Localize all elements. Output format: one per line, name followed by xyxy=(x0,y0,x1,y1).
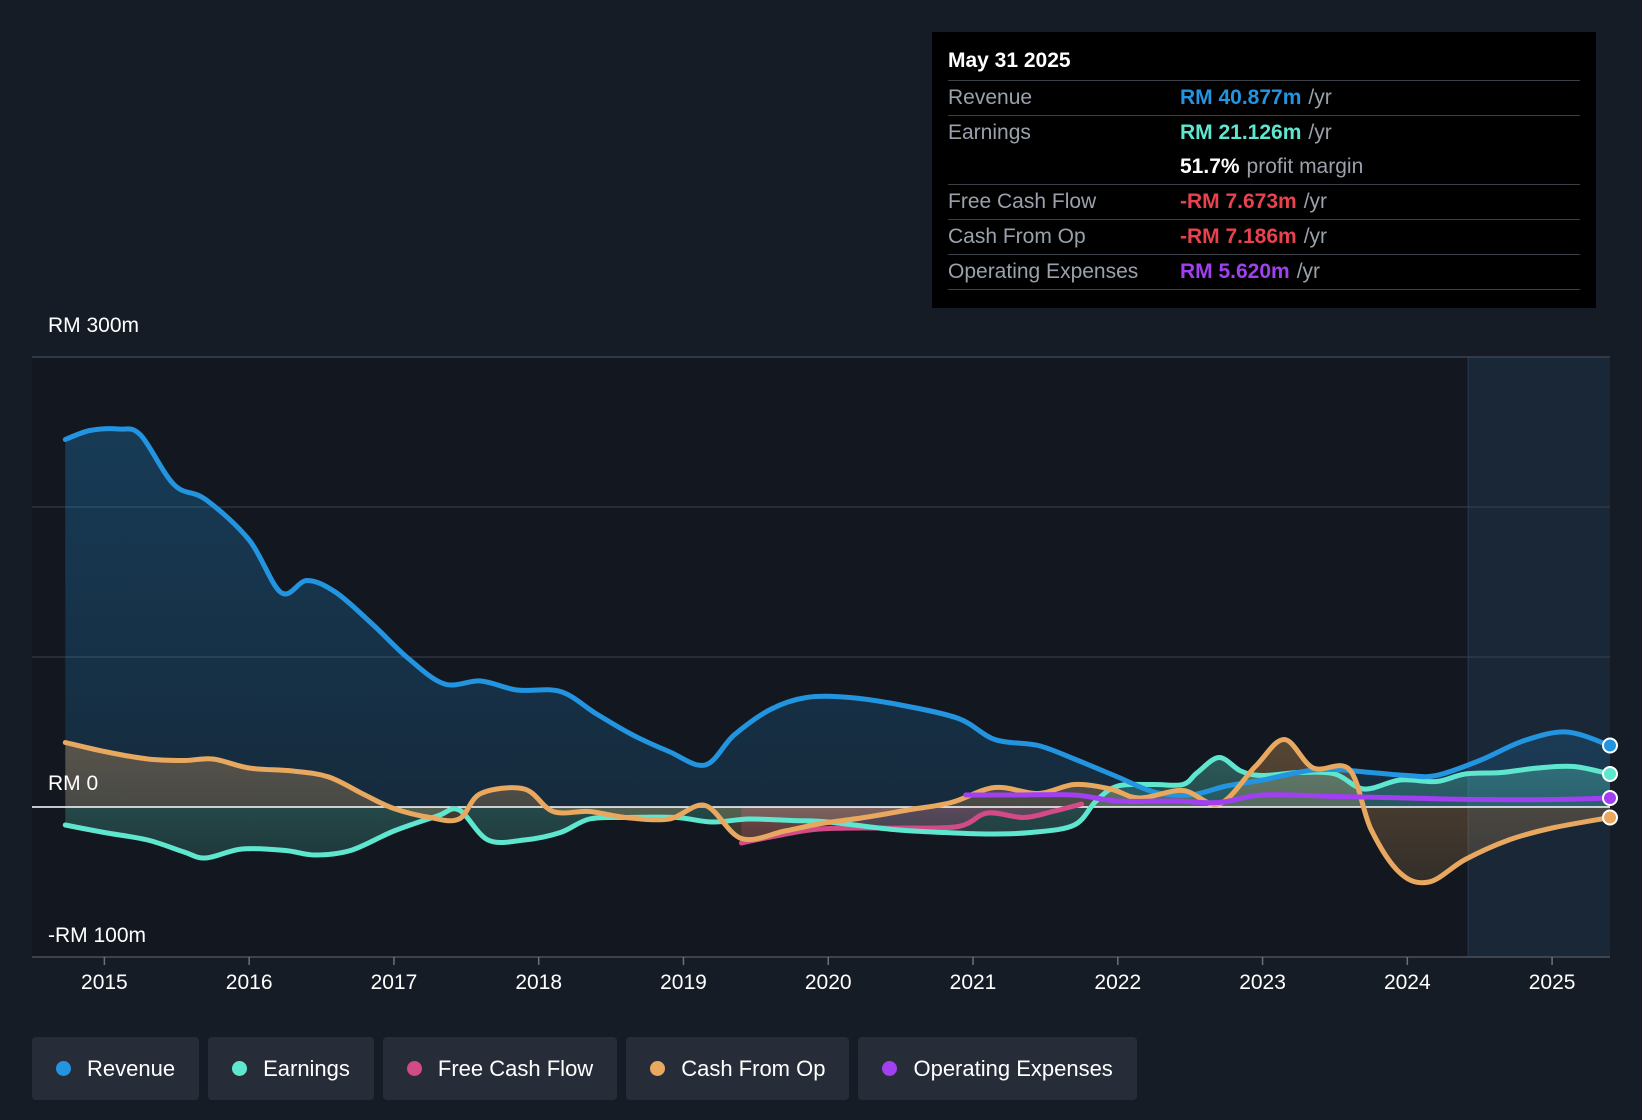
revenue-line xyxy=(62,426,1613,798)
x-tick-label: 2020 xyxy=(805,971,852,994)
tooltip-row-opex: Operating Expenses RM 5.620m /yr xyxy=(948,254,1580,290)
tooltip-row-earnings: Earnings RM 21.126m /yr xyxy=(948,115,1580,150)
earnings-dot-icon xyxy=(232,1061,248,1076)
x-tick-label: 2017 xyxy=(371,971,418,994)
legend-label-revenue: Revenue xyxy=(87,1055,176,1081)
tooltip-cfo-unit: /yr xyxy=(1303,225,1328,248)
tooltip-earnings-unit: /yr xyxy=(1308,121,1332,144)
tooltip-earnings-label: Earnings xyxy=(948,121,1031,144)
free-cash-flow-dot-icon xyxy=(406,1061,422,1076)
tooltip-fcf-value: -RM 7.673m xyxy=(1180,190,1297,213)
legend-item-free-cash-flow[interactable]: Free Cash Flow xyxy=(382,1037,618,1100)
tooltip-opex-label: Operating Expenses xyxy=(948,260,1139,283)
legend-item-revenue[interactable]: Revenue xyxy=(32,1037,200,1100)
x-tick-label: 2018 xyxy=(515,971,562,994)
tooltip-row-cfo: Cash From Op -RM 7.186m /yr xyxy=(948,219,1580,254)
legend-item-cash-from-op[interactable]: Cash From Op xyxy=(626,1037,850,1100)
legend-item-operating-expenses[interactable]: Operating Expenses xyxy=(858,1037,1137,1100)
y-axis-label: RM 300m xyxy=(48,314,139,337)
tooltip-row-fcf: Free Cash Flow -RM 7.673m /yr xyxy=(948,184,1580,219)
tooltip-revenue-value: RM 40.877m xyxy=(1180,86,1302,109)
x-tick-label: 2024 xyxy=(1384,971,1431,994)
x-tick-label: 2015 xyxy=(81,971,128,994)
earnings-end-marker xyxy=(1602,766,1618,782)
cash-from-op-line xyxy=(62,736,1613,886)
cash-from-op-area xyxy=(65,739,1610,883)
y-axis-label: RM 0 xyxy=(48,772,98,795)
tooltip-cfo-value: -RM 7.186m xyxy=(1180,225,1297,248)
earnings-line xyxy=(62,755,1613,861)
tooltip-opex-value: RM 5.620m xyxy=(1180,260,1290,283)
legend-label-earnings: Earnings xyxy=(263,1055,350,1081)
y-axis-label: -RM 100m xyxy=(48,924,146,947)
revenue-area xyxy=(65,428,1610,807)
revenue-dot-icon xyxy=(56,1061,71,1076)
tooltip-fcf-unit: /yr xyxy=(1303,190,1328,213)
legend-item-earnings[interactable]: Earnings xyxy=(208,1037,374,1100)
cash-from-op-dot-icon xyxy=(650,1061,666,1076)
tooltip-margin-label: profit margin xyxy=(1246,155,1364,178)
legend-label-free-cash-flow: Free Cash Flow xyxy=(437,1055,594,1081)
tooltip-opex-unit: /yr xyxy=(1296,260,1321,283)
tooltip-revenue-label: Revenue xyxy=(948,86,1033,109)
tooltip-row-margin: 51.7% profit margin xyxy=(948,150,1580,184)
legend-label-cash-from-op: Cash From Op xyxy=(681,1055,826,1081)
cash-from-op-end-marker xyxy=(1602,809,1618,826)
operating-expenses-dot-icon xyxy=(882,1061,898,1076)
x-tick-label: 2021 xyxy=(950,971,997,994)
tooltip-cfo-label: Cash From Op xyxy=(948,225,1086,248)
tooltip-earnings-value: RM 21.126m xyxy=(1180,121,1302,144)
revenue-end-marker xyxy=(1602,737,1618,754)
x-tick-label: 2019 xyxy=(660,971,707,994)
legend: Revenue Earnings Free Cash Flow Cash Fro… xyxy=(32,1037,1146,1100)
operating-expenses-line xyxy=(963,792,1613,806)
tooltip-date: May 31 2025 xyxy=(948,49,1071,72)
operating-expenses-end-marker xyxy=(1602,790,1618,806)
x-tick-label: 2016 xyxy=(226,971,273,994)
tooltip-revenue-unit: /yr xyxy=(1308,86,1332,109)
tooltip-margin-value: 51.7% xyxy=(1180,155,1240,178)
x-tick-label: 2023 xyxy=(1239,971,1286,994)
free-cash-flow-line xyxy=(738,801,1085,846)
tooltip-panel: May 31 2025 Revenue RM 40.877m /yr Earni… xyxy=(932,32,1596,308)
x-tick-label: 2022 xyxy=(1094,971,1141,994)
x-tick-label: 2025 xyxy=(1529,971,1576,994)
tooltip-fcf-label: Free Cash Flow xyxy=(948,190,1097,213)
legend-label-operating-expenses: Operating Expenses xyxy=(913,1055,1113,1081)
tooltip-row-revenue: Revenue RM 40.877m /yr xyxy=(948,80,1580,115)
